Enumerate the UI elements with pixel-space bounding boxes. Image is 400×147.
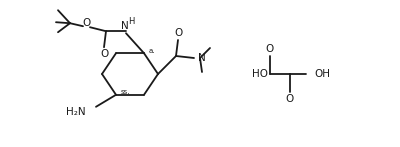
Text: H₂N: H₂N xyxy=(66,107,86,117)
Text: O: O xyxy=(82,18,90,28)
Text: OH: OH xyxy=(314,69,330,79)
Text: O: O xyxy=(100,49,108,59)
Text: HO: HO xyxy=(252,69,268,79)
Text: ss.: ss. xyxy=(121,89,130,95)
Text: N: N xyxy=(198,53,206,63)
Text: O: O xyxy=(286,94,294,104)
Text: H: H xyxy=(128,17,134,26)
Text: O: O xyxy=(174,28,182,38)
Text: N: N xyxy=(121,21,129,31)
Text: O: O xyxy=(266,44,274,54)
Text: a.: a. xyxy=(149,48,156,54)
